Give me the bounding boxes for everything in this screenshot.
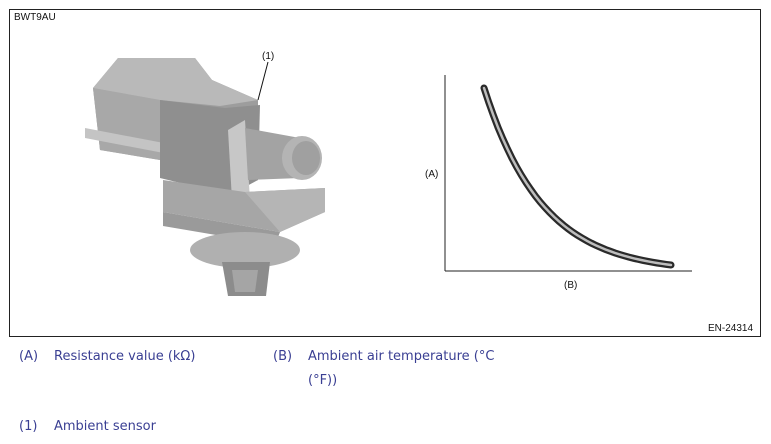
x-axis-label: (B) [564,280,577,291]
legend-key-1: (1) [19,419,38,434]
legend-text-a: Resistance value (kΩ) [54,349,196,364]
y-axis-label: (A) [425,169,438,180]
legend-key-b: (B) [273,349,293,364]
resistance-curve-band [480,84,675,269]
callout-leader-line [257,61,269,101]
legend-text-b-line2: (°F)) [308,373,338,388]
legend-text-1: Ambient sensor [54,419,156,434]
resistance-curve-inner [482,86,673,267]
legend-text-b: Ambient air temperature (°C [308,349,495,364]
figure-frame [9,9,761,337]
legend-key-a: (A) [19,349,39,364]
figure-ref-code: EN-24314 [708,323,754,334]
resistance-chart: (A) (B) [425,75,692,291]
callout-sensor: (1) [262,51,274,62]
ambient-sensor-illustration [85,58,325,296]
figure-id-code: BWT9AU [14,12,56,23]
